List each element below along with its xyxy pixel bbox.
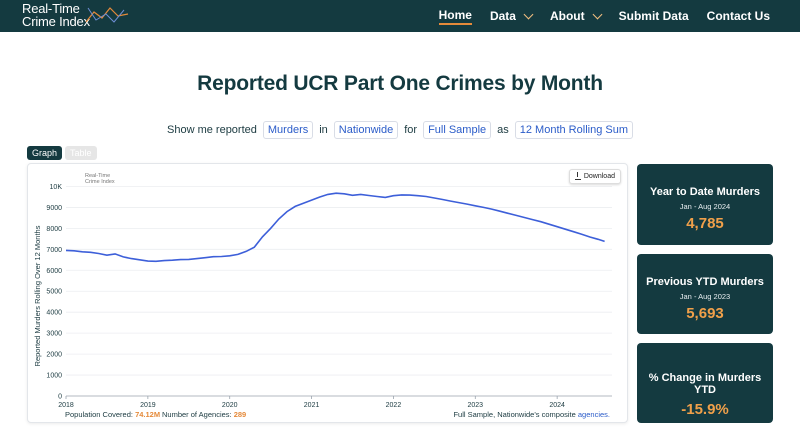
line-chart: 0 1000 2000 3000 4000 5000 6000 7000 8000 9000 10K… [33,184,612,409]
y-tick-label: 6000 [46,268,62,275]
chevron-down-icon [523,9,534,19]
filter-sentence: Show me reported Murders in Nationwide f… [0,121,800,139]
series-line [65,192,605,263]
x-tick-label: 2023 [468,402,484,409]
y-tick-label: 4000 [46,310,62,317]
x-tick-label: 2021 [304,402,320,409]
crime-select[interactable]: Murders [262,121,314,139]
nav-submit-data[interactable]: Submit Data [618,9,689,23]
graph-tab[interactable]: Graph [27,146,63,160]
y-axis-label: Reported Murders Rolling Over 12 Months [33,225,42,366]
page-title: Reported UCR Part One Crimes by Month [197,72,603,95]
chart-card: 0 1000 2000 3000 4000 5000 6000 7000 8000 9000 10K… [27,163,628,423]
y-tick-label: 7000 [46,247,62,254]
table-tab[interactable]: Table [65,146,97,160]
stat-value: -15.9% [681,401,729,418]
y-tick-label: 5000 [46,289,62,296]
chart-watermark: Real-Time Crime Index [85,173,115,185]
download-icon [574,171,581,180]
y-tick-label: 8000 [46,226,62,233]
filter-prefix: Show me reported [167,124,257,136]
region-select[interactable]: Nationwide [333,121,399,139]
nav-contact-us[interactable]: Contact Us [706,9,770,23]
stat-value: 4,785 [686,215,724,232]
y-tick-label: 3000 [46,331,62,338]
x-tick-label: 2024 [549,402,565,409]
x-tick-label: 2019 [140,402,156,409]
stat-period: Jan - Aug 2024 [679,202,731,211]
site-logo[interactable]: Real-Time Crime Index [22,1,129,30]
stat-card-ytd: Year to Date Murders Jan - Aug 2024 4,78… [637,164,773,245]
y-tick-label: 10K [50,184,63,191]
x-tick-label: 2018 [58,402,74,409]
stat-title: % Change in Murders YTD [648,372,762,396]
stat-card-previous-ytd: Previous YTD Murders Jan - Aug 2023 5,69… [637,254,773,334]
y-tick-label: 2000 [46,352,62,359]
filter-as: as [497,124,509,136]
x-tick-label: 2022 [386,402,402,409]
logo-line-2: Crime Index [22,14,90,29]
nav-about[interactable]: About [550,9,603,23]
logo-line-1: Real-Time [22,1,80,16]
agencies-value: 289 [233,410,247,419]
top-nav: Real-Time Crime Index Home Data About Su… [0,0,800,32]
filter-in: in [319,124,328,136]
nav-home[interactable]: Home [438,8,472,25]
y-tick-label: 1000 [46,373,62,380]
download-button[interactable]: Download [568,169,621,184]
measure-select[interactable]: 12 Month Rolling Sum [514,121,633,139]
stat-period: Jan - Aug 2023 [679,292,731,301]
x-tick-label: 2020 [222,402,238,409]
sample-note: Full Sample, Nationwide's composite agen… [453,410,610,419]
stat-title: Previous YTD Murders [646,276,764,288]
number-of-agencies: Number of Agencies: 289 [162,410,247,419]
population-value: 74.12M [135,410,161,419]
filter-for: for [404,124,418,136]
y-tick-label: 9000 [46,205,62,212]
sample-select[interactable]: Full Sample [423,121,492,139]
stat-title: Year to Date Murders [649,186,761,198]
chevron-down-icon [592,9,603,19]
population-covered: Population Covered: 74.12M [65,410,161,419]
nav-data[interactable]: Data [490,9,534,23]
y-tick-label: 0 [58,394,62,401]
logo-graph-icon [85,7,129,23]
agencies-link[interactable]: agencies. [577,410,610,419]
stat-value: 5,693 [686,305,724,322]
view-toggle: Graph Table [27,146,97,160]
nav-menu: Home Data About Submit Data Contact Us [421,0,770,32]
stat-card-percent-change: % Change in Murders YTD -15.9% [637,343,773,423]
